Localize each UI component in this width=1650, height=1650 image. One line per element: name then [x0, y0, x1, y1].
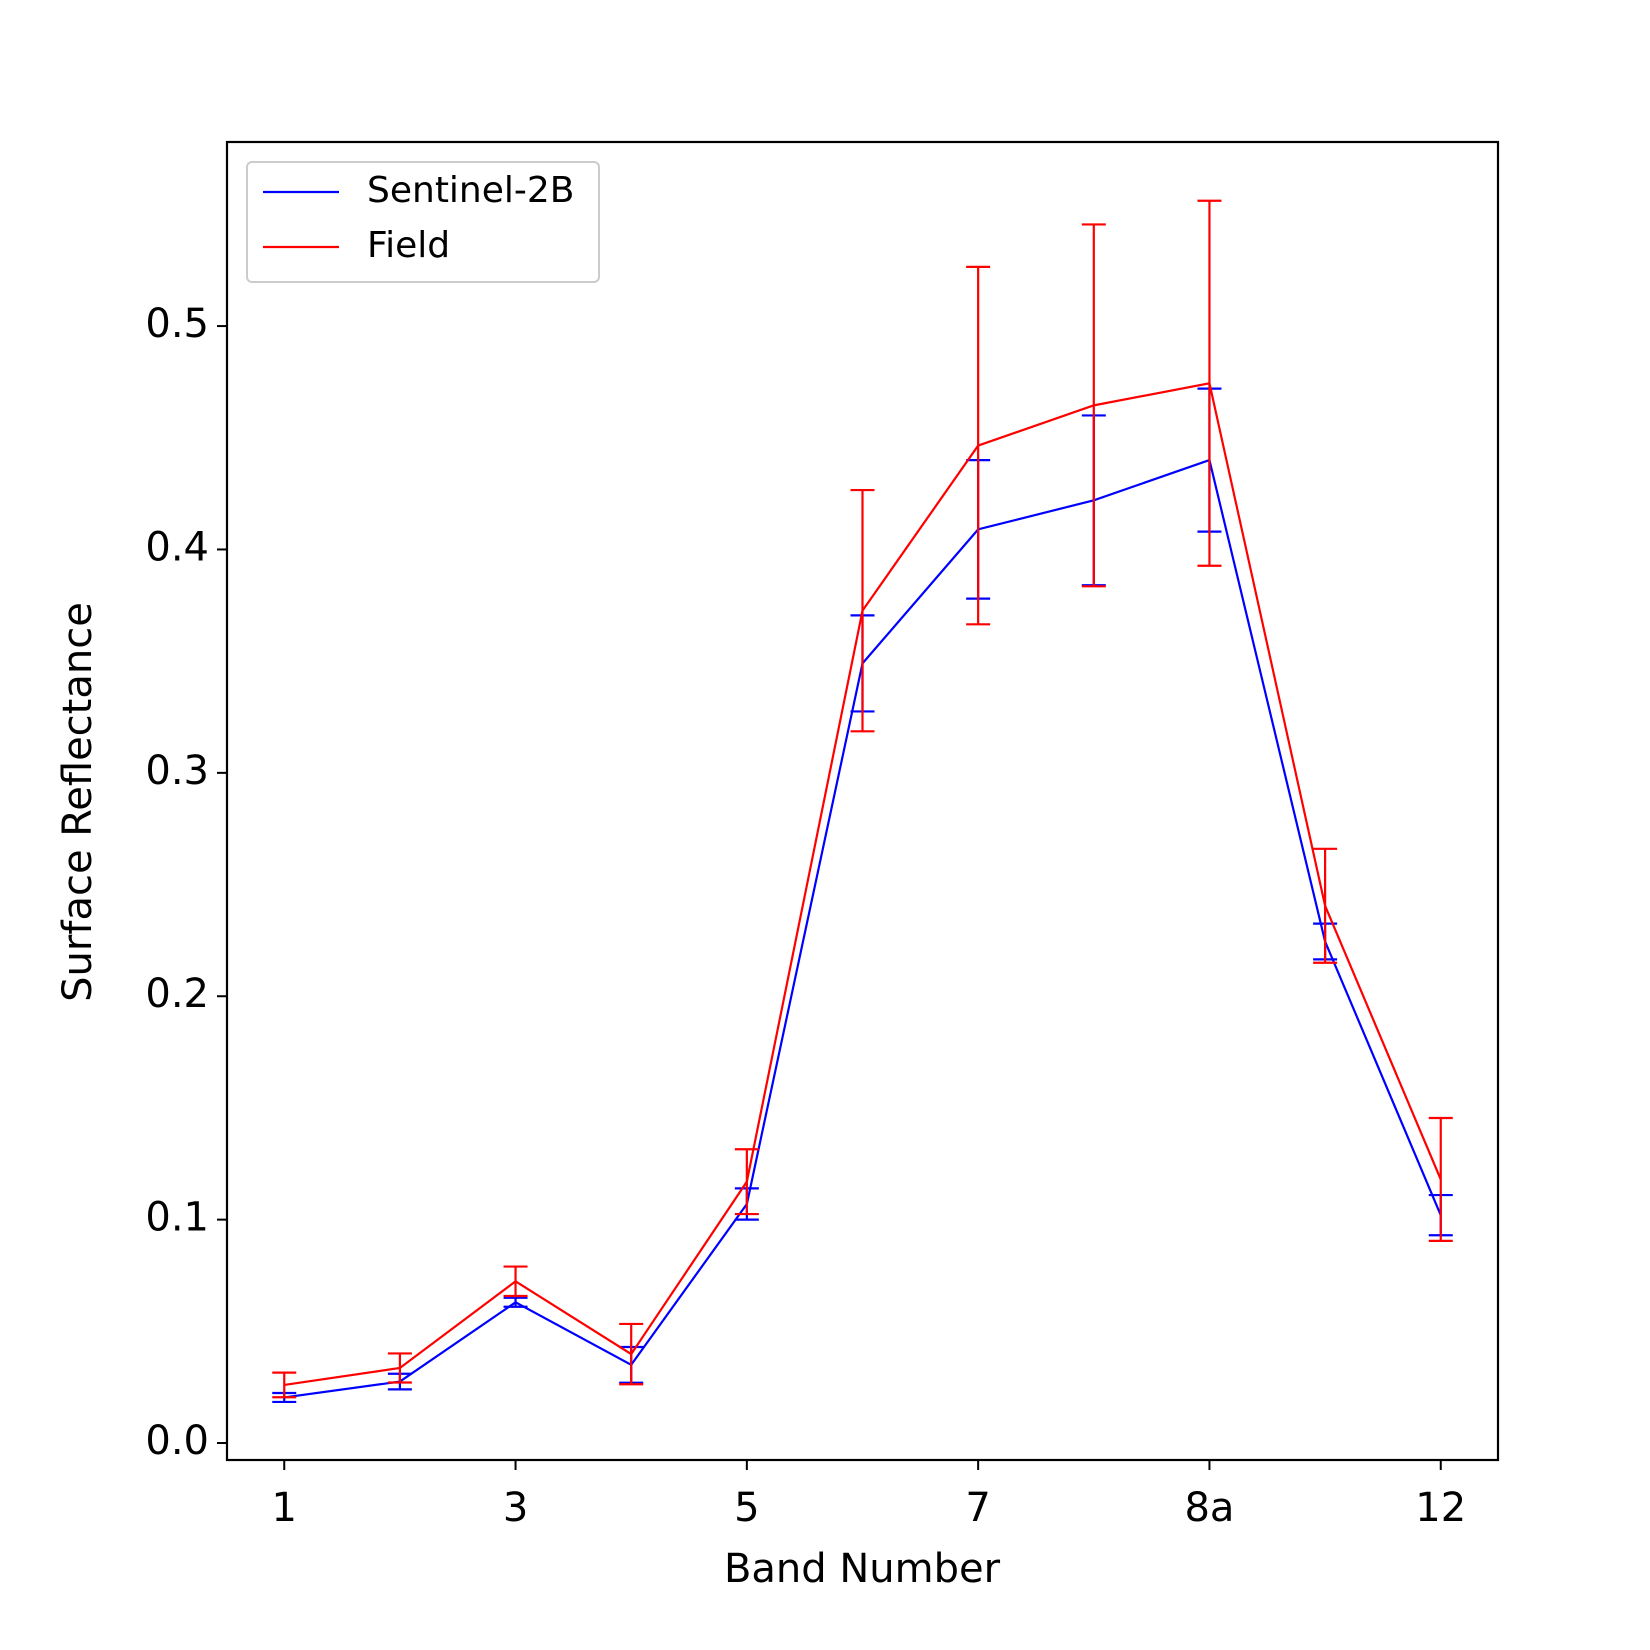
- x-axis-label: Band Number: [724, 1546, 1001, 1592]
- error-bar: [1428, 1116, 1453, 1242]
- error-bar: [503, 1296, 528, 1308]
- error-bar: [1197, 199, 1222, 567]
- error-bar: [1313, 847, 1338, 964]
- error-bar: [503, 1265, 528, 1298]
- x-tick-label: 8a: [1184, 1485, 1234, 1531]
- x-tick-label: 7: [965, 1485, 990, 1531]
- error-bar: [734, 1148, 759, 1216]
- y-tick-label: 0.5: [145, 301, 209, 347]
- error-bar: [966, 265, 991, 626]
- x-tick-label: 5: [734, 1485, 759, 1531]
- legend-label: Sentinel-2B: [367, 170, 575, 211]
- error-bar: [850, 488, 875, 733]
- y-tick-label: 0.1: [145, 1195, 209, 1241]
- y-tick-label: 0.0: [145, 1418, 209, 1464]
- y-tick-label: 0.2: [145, 971, 209, 1017]
- error-bar: [387, 1352, 412, 1384]
- error-bar: [619, 1322, 644, 1386]
- x-tick-label: 3: [503, 1485, 528, 1531]
- y-tick-label: 0.3: [145, 748, 209, 794]
- y-axis-label: Surface Reflectance: [55, 602, 101, 1002]
- x-tick-label: 1: [272, 1485, 297, 1531]
- y-tick-label: 0.4: [145, 524, 209, 570]
- x-tick-label: 12: [1415, 1485, 1466, 1531]
- plot-frame: [225, 140, 1500, 1462]
- error-bar: [272, 1371, 297, 1399]
- legend-label: Field: [367, 225, 450, 266]
- error-bar: [1081, 223, 1106, 588]
